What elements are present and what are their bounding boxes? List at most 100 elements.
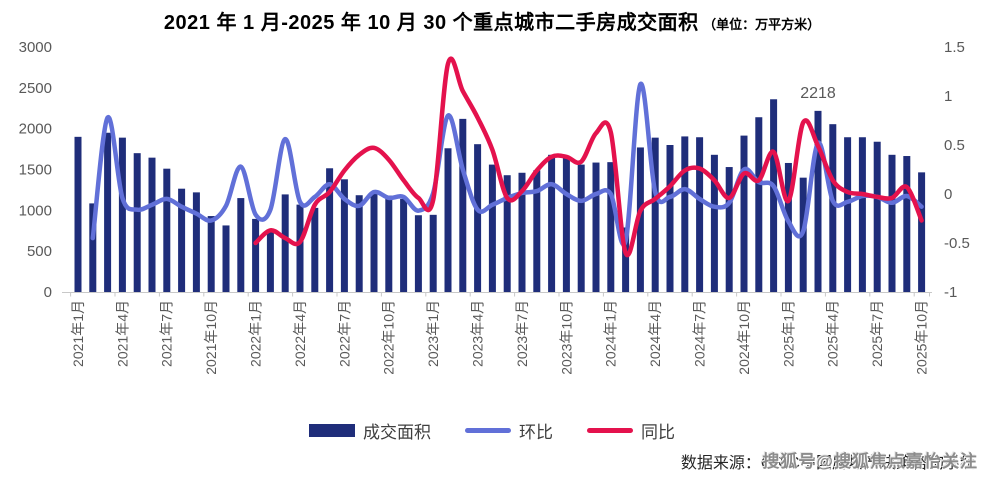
bar bbox=[340, 179, 348, 292]
bar bbox=[118, 137, 126, 292]
right-axis-tick-label: 1 bbox=[944, 88, 952, 105]
left-axis-tick-label: 1500 bbox=[19, 162, 52, 179]
chart-legend: 成交面积 环比 同比 bbox=[0, 418, 984, 443]
bars-series bbox=[74, 99, 926, 293]
bar bbox=[651, 137, 659, 292]
legend-item-环比: 环比 bbox=[465, 418, 553, 443]
bar bbox=[252, 218, 260, 292]
bar bbox=[740, 135, 748, 292]
x-axis-tick-label: 2024年4月 bbox=[647, 300, 663, 367]
legend-bar-swatch bbox=[309, 424, 355, 437]
bar bbox=[163, 168, 171, 292]
left-axis-tick-label: 1000 bbox=[19, 202, 52, 219]
bar bbox=[770, 99, 778, 293]
bar bbox=[488, 164, 496, 292]
bar bbox=[681, 136, 689, 292]
bar bbox=[858, 137, 866, 292]
bar bbox=[622, 227, 630, 292]
bar bbox=[133, 153, 141, 292]
right-axis-tick-label: 0.5 bbox=[944, 137, 965, 154]
bar bbox=[755, 117, 763, 292]
x-axis-tick-label: 2021年1月 bbox=[70, 300, 86, 367]
axes: 0 500 1000 1500 2000 2500 3000 -1 -0.5 0 0.5 1 1.5 20… bbox=[19, 39, 970, 375]
chart-title: 2021 年 1 月-2025 年 10 月 30 个重点城市二手房成交面积 （… bbox=[0, 6, 984, 35]
right-axis-tick-label: 1.5 bbox=[944, 39, 965, 56]
bar bbox=[636, 147, 644, 292]
bar bbox=[577, 164, 585, 292]
left-axis-tick-label: 2500 bbox=[19, 80, 52, 97]
bar bbox=[814, 110, 822, 292]
bar bbox=[237, 198, 245, 292]
legend-label: 成交面积 bbox=[363, 423, 431, 442]
bar bbox=[829, 124, 837, 292]
x-axis-tick-label: 2025年7月 bbox=[869, 300, 885, 367]
right-axis-tick-label: 0 bbox=[944, 186, 952, 203]
bar bbox=[370, 193, 378, 292]
x-axis-tick-label: 2025年10月 bbox=[914, 300, 930, 375]
bar bbox=[178, 188, 186, 292]
bar bbox=[414, 215, 422, 292]
bar bbox=[710, 154, 718, 292]
legend-item-成交面积: 成交面积 bbox=[309, 418, 431, 443]
bar bbox=[784, 162, 792, 292]
max-value-label: 2218 bbox=[800, 85, 836, 102]
x-axis-tick-label: 2023年1月 bbox=[425, 300, 441, 367]
bar bbox=[400, 198, 408, 292]
bar bbox=[844, 137, 852, 292]
bar bbox=[222, 225, 230, 292]
chart-title-unit: （单位：万平方米） bbox=[703, 17, 821, 32]
bar bbox=[326, 168, 334, 292]
legend-label: 环比 bbox=[519, 423, 553, 442]
right-axis-tick-label: -0.5 bbox=[944, 235, 970, 252]
legend-label: 同比 bbox=[641, 423, 675, 442]
bar bbox=[148, 157, 156, 292]
bar bbox=[903, 156, 911, 292]
x-axis-tick-label: 2021年4月 bbox=[114, 300, 130, 367]
bar bbox=[725, 167, 733, 292]
bar bbox=[355, 195, 363, 292]
x-axis-tick-label: 2022年7月 bbox=[336, 300, 352, 367]
bar bbox=[266, 230, 274, 292]
bar bbox=[918, 172, 926, 292]
bar bbox=[459, 118, 467, 292]
bar bbox=[429, 214, 437, 292]
left-axis-tick-label: 3000 bbox=[19, 39, 52, 56]
bar bbox=[548, 154, 556, 292]
bar bbox=[592, 162, 600, 292]
x-axis-tick-label: 2023年4月 bbox=[470, 300, 486, 367]
x-axis-tick-label: 2023年7月 bbox=[514, 300, 530, 367]
bar bbox=[474, 144, 482, 292]
x-axis-tick-label: 2021年10月 bbox=[203, 300, 219, 375]
x-axis-tick-label: 2021年7月 bbox=[159, 300, 175, 367]
bar bbox=[607, 162, 615, 292]
x-axis-tick-label: 2022年4月 bbox=[292, 300, 308, 367]
bar bbox=[385, 195, 393, 292]
chart-title-text: 2021 年 1 月-2025 年 10 月 30 个重点城市二手房成交面积 bbox=[163, 12, 699, 34]
x-axis-tick-label: 2023年10月 bbox=[558, 300, 574, 375]
bar bbox=[89, 203, 97, 292]
legend-line-swatch bbox=[465, 428, 511, 433]
bar bbox=[696, 137, 704, 292]
bar bbox=[873, 141, 881, 292]
bar bbox=[518, 172, 526, 292]
bar bbox=[192, 192, 200, 292]
bar bbox=[207, 216, 215, 292]
x-axis-tick-label: 2024年1月 bbox=[603, 300, 619, 367]
bar bbox=[296, 204, 304, 292]
bar bbox=[562, 157, 570, 292]
x-axis-tick-label: 2025年4月 bbox=[825, 300, 841, 367]
x-axis-tick-label: 2022年1月 bbox=[248, 300, 264, 367]
bar bbox=[281, 194, 289, 292]
left-axis-tick-label: 0 bbox=[44, 284, 52, 301]
bar bbox=[888, 154, 896, 292]
left-axis-tick-label: 2000 bbox=[19, 121, 52, 138]
bar bbox=[74, 136, 82, 292]
bar bbox=[666, 145, 674, 292]
x-axis-tick-label: 2024年7月 bbox=[692, 300, 708, 367]
left-axis-tick-label: 500 bbox=[27, 243, 52, 260]
x-axis-tick-label: 2025年1月 bbox=[780, 300, 796, 367]
bar bbox=[444, 148, 452, 292]
bar bbox=[503, 175, 511, 292]
